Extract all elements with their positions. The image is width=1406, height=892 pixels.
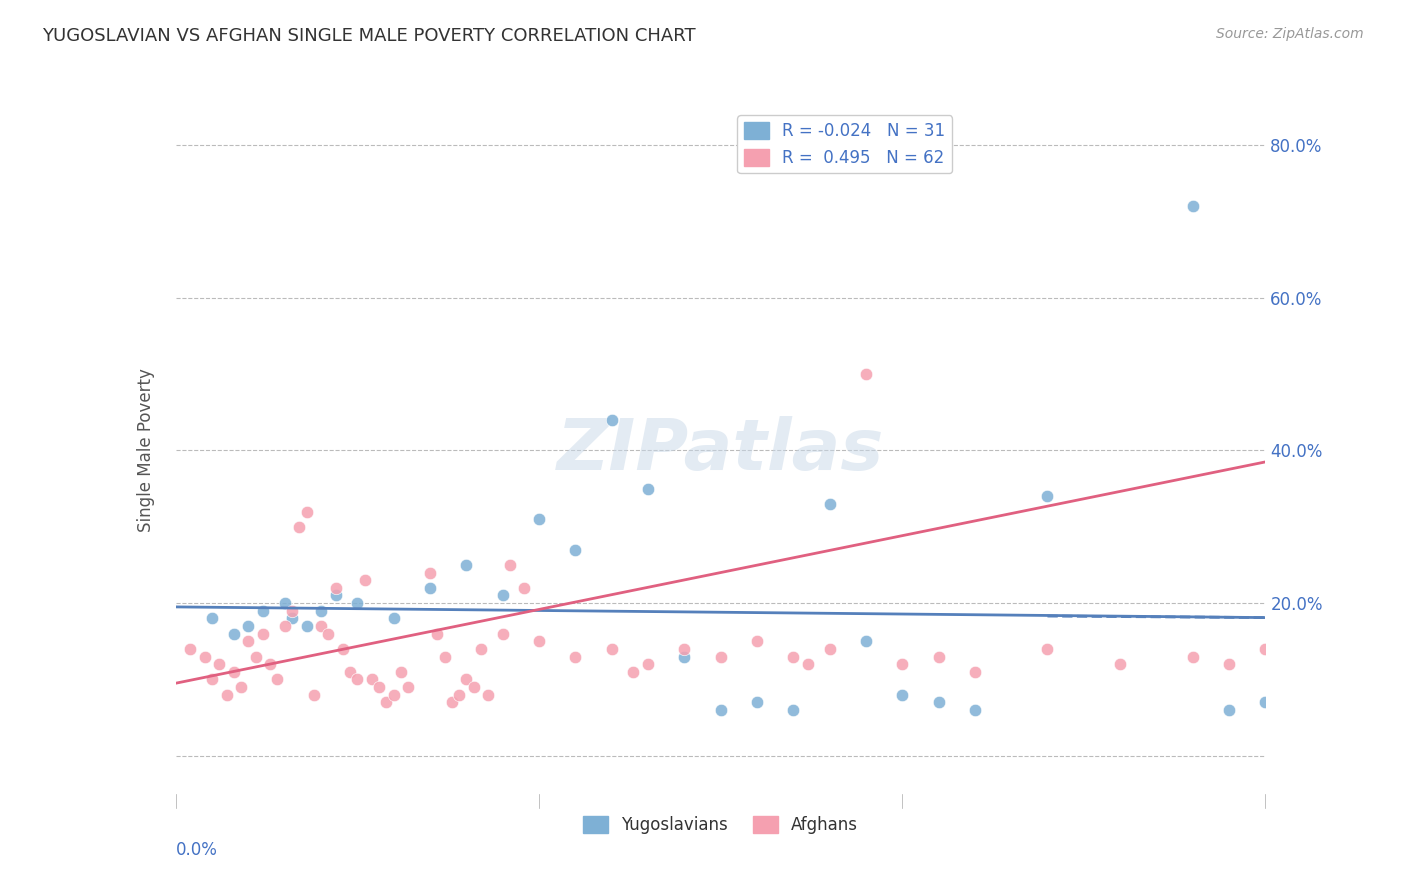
Point <box>375 695 398 709</box>
Point <box>513 581 536 595</box>
Point <box>396 680 419 694</box>
Point <box>433 649 456 664</box>
Point <box>419 581 441 595</box>
Point <box>382 611 405 625</box>
Point <box>470 641 492 656</box>
Point <box>1254 641 1277 656</box>
Point <box>600 413 623 427</box>
Point <box>600 641 623 656</box>
Text: YUGOSLAVIAN VS AFGHAN SINGLE MALE POVERTY CORRELATION CHART: YUGOSLAVIAN VS AFGHAN SINGLE MALE POVERT… <box>42 27 696 45</box>
Point <box>302 688 325 702</box>
Point <box>252 626 274 640</box>
Point <box>346 673 368 687</box>
Point <box>245 649 267 664</box>
Point <box>259 657 281 672</box>
Point <box>309 619 332 633</box>
Point <box>710 649 733 664</box>
Point <box>238 634 260 648</box>
Point <box>745 695 768 709</box>
Point <box>463 680 485 694</box>
Text: ZIPatlas: ZIPatlas <box>557 416 884 485</box>
Point <box>353 573 375 587</box>
Point <box>332 641 354 656</box>
Point <box>274 596 297 610</box>
Point <box>1218 657 1240 672</box>
Point <box>309 604 332 618</box>
Point <box>782 703 804 717</box>
Point <box>222 626 245 640</box>
Point <box>295 619 318 633</box>
Point <box>1181 199 1204 213</box>
Point <box>368 680 391 694</box>
Point <box>440 695 463 709</box>
Point <box>318 626 340 640</box>
Point <box>288 520 311 534</box>
Point <box>1036 641 1059 656</box>
Point <box>1109 657 1132 672</box>
Point <box>295 504 318 518</box>
Point <box>637 482 659 496</box>
Point <box>1218 703 1240 717</box>
Point <box>238 619 260 633</box>
Point <box>673 649 696 664</box>
Point <box>281 604 304 618</box>
Point <box>222 665 245 679</box>
Point <box>891 688 914 702</box>
Point <box>252 604 274 618</box>
Point <box>1254 695 1277 709</box>
Point <box>456 558 478 572</box>
Point <box>782 649 804 664</box>
Point <box>928 695 950 709</box>
Point <box>621 665 644 679</box>
Point <box>208 657 231 672</box>
Point <box>891 657 914 672</box>
Point <box>419 566 441 580</box>
Point <box>855 367 877 381</box>
Text: 0.0%: 0.0% <box>176 840 218 859</box>
Point <box>477 688 499 702</box>
Text: Source: ZipAtlas.com: Source: ZipAtlas.com <box>1216 27 1364 41</box>
Point <box>564 542 586 557</box>
Point <box>274 619 297 633</box>
Point <box>179 641 201 656</box>
Point <box>963 665 986 679</box>
Legend: Yugoslavians, Afghans: Yugoslavians, Afghans <box>576 809 865 840</box>
Point <box>201 673 224 687</box>
Point <box>637 657 659 672</box>
Point <box>818 497 841 511</box>
Point <box>796 657 818 672</box>
Point <box>389 665 412 679</box>
Point <box>564 649 586 664</box>
Point <box>492 589 515 603</box>
Point <box>527 634 550 648</box>
Point <box>325 589 347 603</box>
Point <box>745 634 768 648</box>
Point <box>818 641 841 656</box>
Point <box>1181 649 1204 664</box>
Point <box>527 512 550 526</box>
Point <box>281 611 304 625</box>
Point <box>325 581 347 595</box>
Point <box>194 649 217 664</box>
Point <box>447 688 470 702</box>
Point <box>346 596 368 610</box>
Point <box>339 665 361 679</box>
Point <box>456 673 478 687</box>
Point <box>963 703 986 717</box>
Point <box>928 649 950 664</box>
Point <box>492 626 515 640</box>
Point <box>499 558 522 572</box>
Point <box>201 611 224 625</box>
Y-axis label: Single Male Poverty: Single Male Poverty <box>136 368 155 533</box>
Point <box>426 626 449 640</box>
Point <box>1036 489 1059 503</box>
Point <box>231 680 253 694</box>
Point <box>855 634 877 648</box>
Point <box>215 688 238 702</box>
Point <box>360 673 382 687</box>
Point <box>382 688 405 702</box>
Point <box>710 703 733 717</box>
Point <box>266 673 288 687</box>
Point <box>673 641 696 656</box>
